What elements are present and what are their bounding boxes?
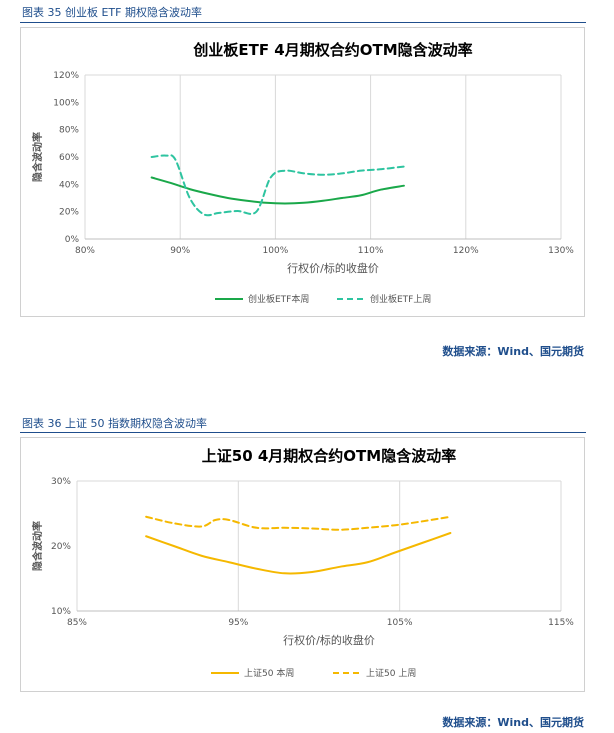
legend-label: 上证50 本周 (244, 667, 294, 679)
y-tick-label: 0% (65, 235, 80, 245)
series-line (150, 154, 405, 217)
chart-panel: 创业板ETF 4月期权合约OTM隐含波动率 80% 90% 100% 110% 120% 1… (20, 27, 585, 317)
y-tick-label: 120% (53, 71, 79, 81)
chart-title: 创业板ETF 4月期权合约OTM隐含波动率 (192, 41, 472, 59)
y-tick-label: 30% (51, 477, 71, 487)
x-axis-label: 行权价/标的收盘价 (283, 633, 375, 647)
y-tick-label: 20% (59, 208, 79, 218)
legend-label: 创业板ETF上周 (370, 293, 431, 305)
figure-caption: 图表 36 上证 50 指数期权隐含波动率 (22, 417, 207, 430)
series-line (145, 532, 452, 575)
chart-panel: 上证50 4月期权合约OTM隐含波动率 85% 95% 105% 115% 10% 20% 3… (20, 437, 585, 692)
series-line (150, 176, 405, 205)
y-tick-label: 10% (51, 607, 71, 617)
source-note: 数据来源：Wind、国元期货 (442, 345, 584, 358)
x-tick-label: 85% (67, 618, 87, 628)
x-tick-label: 100% (263, 246, 289, 256)
series-line (145, 515, 452, 531)
y-tick-label: 80% (59, 126, 79, 136)
y-tick-label: 60% (59, 153, 79, 163)
source-note: 数据来源：Wind、国元期货 (442, 716, 584, 729)
x-tick-label: 95% (228, 618, 248, 628)
x-tick-label: 115% (548, 618, 574, 628)
x-tick-label: 90% (170, 246, 190, 256)
x-axis-label: 行权价/标的收盘价 (287, 261, 379, 275)
legend-label: 创业板ETF本周 (248, 293, 309, 305)
x-tick-label: 130% (548, 246, 574, 256)
y-tick-label: 100% (53, 98, 79, 108)
x-tick-label: 80% (75, 246, 95, 256)
caption-divider (20, 432, 586, 433)
caption-divider (20, 22, 586, 23)
x-tick-label: 120% (453, 246, 479, 256)
y-axis-label: 隐含波动率 (31, 521, 44, 571)
chart-title: 上证50 4月期权合约OTM隐含波动率 (202, 447, 456, 465)
y-axis-label: 隐含波动率 (31, 132, 44, 182)
y-tick-label: 40% (59, 180, 79, 190)
x-tick-label: 110% (358, 246, 384, 256)
y-tick-label: 20% (51, 542, 71, 552)
chart-svg: 创业板ETF 4月期权合约OTM隐含波动率 80% 90% 100% 110% 120% 1… (31, 41, 574, 305)
chart-svg: 上证50 4月期权合约OTM隐含波动率 85% 95% 105% 115% 10% 20% 3… (31, 447, 574, 679)
figure-caption: 图表 35 创业板 ETF 期权隐含波动率 (22, 6, 202, 19)
legend-label: 上证50 上周 (366, 668, 416, 679)
x-tick-label: 105% (387, 618, 413, 628)
